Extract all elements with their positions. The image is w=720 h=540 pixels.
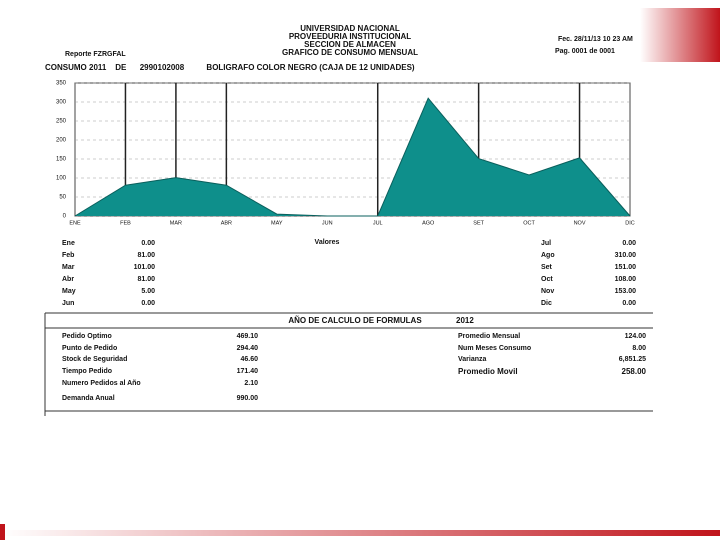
month-value: 5.00 <box>141 288 155 295</box>
values-table: Ene 0.00 Feb 81.00 Mar 101.00 Abr 81.00 May 5.00 J… <box>62 240 636 307</box>
y-tick-label: 100 <box>56 176 67 182</box>
month-value: 0.00 <box>141 300 155 307</box>
y-tick-label: 300 <box>56 100 67 106</box>
formula-name: Varianza <box>458 356 487 363</box>
x-tick-label: DIC <box>625 220 635 226</box>
month-name: Abr <box>62 276 74 283</box>
y-tick-label: 150 <box>56 157 67 163</box>
month-name: Jun <box>62 300 74 307</box>
formula-value: 990.00 <box>237 395 259 402</box>
month-name: Ene <box>62 240 75 247</box>
report-subject: CONSUMO 2011 DE 2990102008 BOLIGRAFO COL… <box>45 63 415 72</box>
report-code: Reporte FZRGFAL <box>65 51 126 58</box>
formula-value: 258.00 <box>622 367 647 376</box>
month-value: 0.00 <box>622 240 636 247</box>
month-name: Feb <box>62 252 74 259</box>
formula-name: Punto de Pedido <box>62 345 117 352</box>
month-value: 101.00 <box>134 264 156 271</box>
formulas-table: Pedido Optimo 469.10 Punto de Pedido 294.40… <box>62 333 647 402</box>
x-tick-label: OCT <box>523 220 535 226</box>
month-value: 108.00 <box>615 276 637 283</box>
month-name: Set <box>541 264 553 271</box>
decoration <box>0 530 720 536</box>
formula-value: 46.60 <box>240 356 258 363</box>
formula-name: Promedio Movil <box>458 367 518 376</box>
x-tick-label: MAY <box>271 220 283 226</box>
month-name: Dic <box>541 300 552 307</box>
formulas-title: AÑO DE CALCULO DE FORMULAS <box>288 316 422 325</box>
y-tick-label: 250 <box>56 119 67 125</box>
decoration <box>640 8 720 62</box>
x-tick-label: FEB <box>120 220 131 226</box>
month-name: Jul <box>541 240 551 247</box>
values-title: Valores <box>315 239 340 246</box>
area-fill <box>75 98 630 216</box>
y-tick-label: 50 <box>59 195 66 201</box>
month-value: 81.00 <box>137 252 155 259</box>
formula-value: 8.00 <box>632 345 646 352</box>
formula-name: Tiempo Pedido <box>62 368 112 375</box>
month-name: Nov <box>541 288 554 295</box>
month-value: 153.00 <box>615 288 637 295</box>
formulas-year: 2012 <box>456 316 474 325</box>
chart: 0 50 100 150 200 250 300 350 ENE FEB MAR ABR MAY JUN J… <box>56 81 635 227</box>
report-date: Fec. 28/11/13 10 23 AM <box>558 36 633 43</box>
formula-value: 294.40 <box>237 345 259 352</box>
header-line: PROVEEDURIA INSTITUCIONAL <box>289 32 411 41</box>
formula-name: Num Meses Consumo <box>458 345 531 352</box>
month-value: 0.00 <box>141 240 155 247</box>
formula-name: Numero Pedidos al Año <box>62 380 141 387</box>
x-tick-label: NOV <box>574 220 586 226</box>
formula-name: Promedio Mensual <box>458 333 520 340</box>
formula-value: 2.10 <box>244 380 258 387</box>
y-tick-label: 200 <box>56 138 67 144</box>
month-value: 310.00 <box>615 252 637 259</box>
header-line: UNIVERSIDAD NACIONAL <box>300 24 400 33</box>
month-name: Mar <box>62 264 75 271</box>
report-page: Pag. 0001 de 0001 <box>555 48 615 55</box>
month-value: 81.00 <box>137 276 155 283</box>
x-tick-label: MAR <box>170 220 182 226</box>
formula-value: 171.40 <box>237 368 259 375</box>
month-name: May <box>62 288 76 295</box>
x-tick-label: ABR <box>221 220 232 226</box>
y-tick-label: 0 <box>63 214 67 220</box>
area-line <box>74 97 631 217</box>
month-name: Oct <box>541 276 553 283</box>
formula-value: 124.00 <box>625 333 647 340</box>
formula-value: 469.10 <box>237 333 259 340</box>
x-tick-label: SET <box>473 220 484 226</box>
formula-name: Pedido Optimo <box>62 333 112 340</box>
decoration <box>0 524 5 540</box>
y-tick-label: 350 <box>56 81 67 87</box>
formula-value: 6,851.25 <box>619 356 646 363</box>
x-tick-label: JUL <box>373 220 383 226</box>
x-tick-label: ENE <box>69 220 81 226</box>
x-tick-label: AGO <box>422 220 435 226</box>
formula-name: Stock de Seguridad <box>62 356 127 363</box>
x-tick-label: JUN <box>322 220 333 226</box>
month-name: Ago <box>541 252 555 259</box>
header-line: GRAFICO DE CONSUMO MENSUAL <box>282 48 418 57</box>
header-line: SECCION DE ALMACEN <box>304 40 396 49</box>
month-value: 151.00 <box>615 264 637 271</box>
month-value: 0.00 <box>622 300 636 307</box>
formula-name: Demanda Anual <box>62 395 115 402</box>
